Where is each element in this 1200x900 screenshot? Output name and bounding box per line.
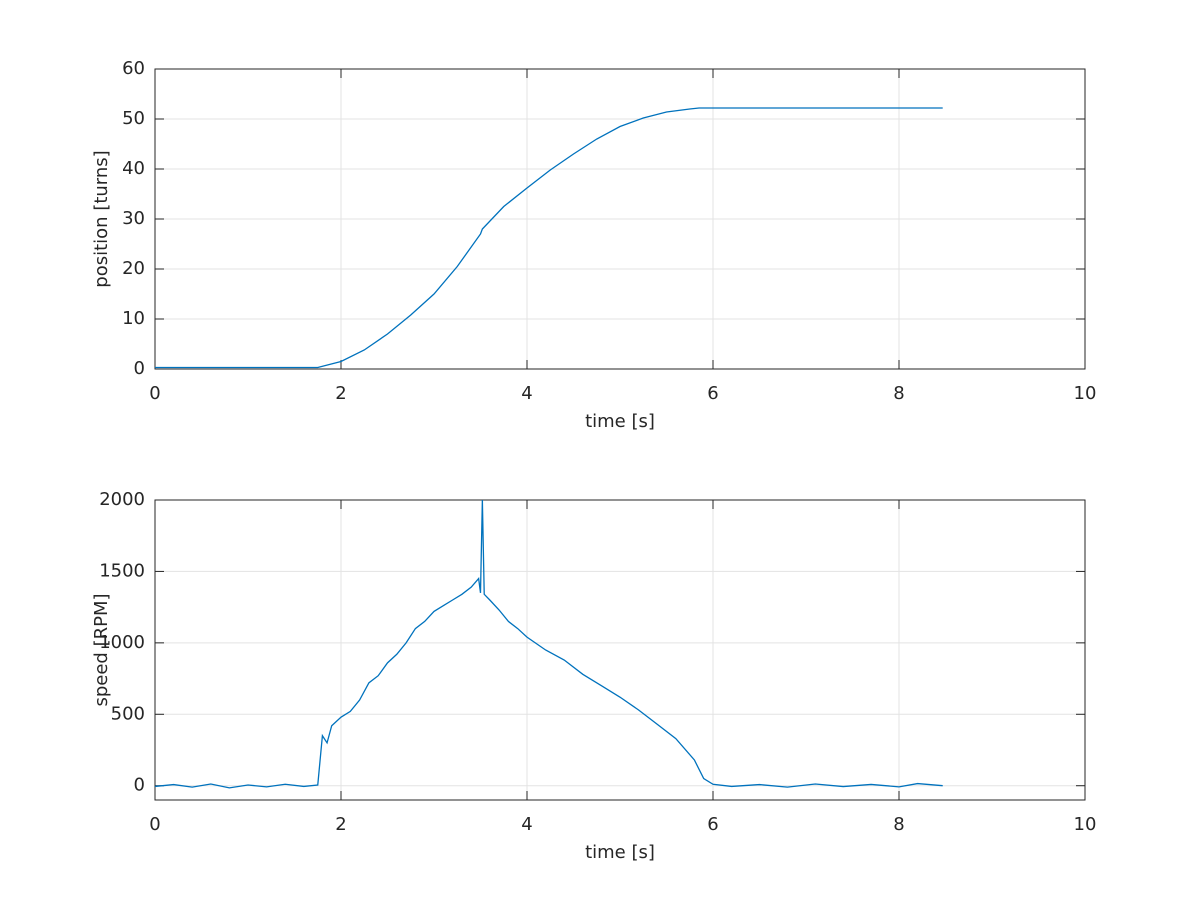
x-axis-label: time [s]	[585, 411, 655, 432]
y-tick-label: 30	[122, 208, 145, 229]
x-tick-label: 4	[521, 383, 532, 404]
y-axis-label: speed [RPM]	[91, 593, 112, 706]
y-tick-label: 0	[134, 358, 145, 379]
x-tick-label: 6	[707, 383, 718, 404]
y-tick-label: 500	[111, 703, 145, 724]
x-axis-label: time [s]	[585, 842, 655, 863]
axes-box	[154, 499, 1086, 801]
y-tick-label: 60	[122, 58, 145, 79]
y-tick-label: 40	[122, 158, 145, 179]
y-tick-label: 20	[122, 258, 145, 279]
x-tick-label: 6	[707, 814, 718, 835]
x-tick-label: 2	[335, 814, 346, 835]
y-tick-label: 10	[122, 308, 145, 329]
x-tick-label: 0	[149, 814, 160, 835]
x-tick-label: 8	[893, 383, 904, 404]
y-tick-label: 1500	[99, 560, 145, 581]
x-tick-label: 2	[335, 383, 346, 404]
y-tick-label: 50	[122, 108, 145, 129]
y-tick-label: 0	[134, 775, 145, 796]
x-tick-label: 4	[521, 814, 532, 835]
x-tick-label: 10	[1074, 814, 1097, 835]
axes-box	[154, 68, 1086, 370]
data-line	[155, 500, 943, 789]
x-tick-label: 0	[149, 383, 160, 404]
y-tick-label: 2000	[99, 489, 145, 510]
x-tick-label: 8	[893, 814, 904, 835]
y-axis-label: position [turns]	[91, 150, 112, 287]
x-tick-label: 10	[1074, 383, 1097, 404]
y-tick-label: 1000	[99, 632, 145, 653]
data-line	[155, 107, 943, 369]
